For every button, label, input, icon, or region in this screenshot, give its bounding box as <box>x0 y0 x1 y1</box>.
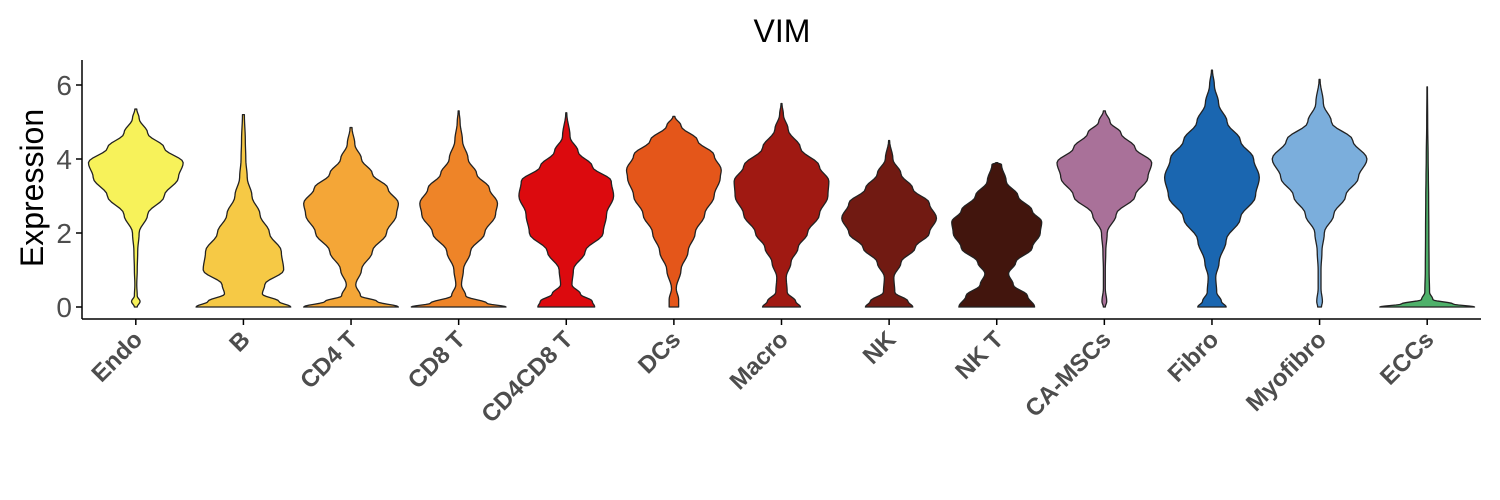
x-tick-label: B <box>224 326 255 357</box>
x-tick-label: CD4 T <box>295 326 363 394</box>
violin-dcs <box>625 115 722 308</box>
x-tick-label: CD4CD8 T <box>476 326 578 428</box>
x-tick-label: CA-MSCs <box>1020 326 1116 422</box>
chart-title: VIM <box>754 13 811 49</box>
y-axis-ticks: 0 2 4 6 <box>56 70 82 323</box>
y-axis-label: Expression <box>14 109 50 267</box>
violin-cd4-t <box>303 126 400 308</box>
violin-cd8-t <box>410 110 507 308</box>
x-tick-label: Endo <box>87 326 149 388</box>
y-tick-label: 6 <box>56 70 72 101</box>
y-tick-label: 4 <box>56 144 72 175</box>
x-tick-label: NK T <box>950 326 1009 385</box>
x-tick-label: Macro <box>725 326 794 395</box>
violin-layer <box>87 69 1476 308</box>
x-tick-label: ECCs <box>1375 326 1439 390</box>
violin-b <box>195 113 292 308</box>
x-tick-label: CD8 T <box>403 326 471 394</box>
y-tick-label: 2 <box>56 218 72 249</box>
x-tick-label: Myofibro <box>1241 326 1332 417</box>
y-tick-label: 0 <box>56 292 72 323</box>
violin-eccs <box>1379 86 1476 308</box>
violin-endo <box>87 108 184 308</box>
violin-macro <box>733 102 830 308</box>
violin-cd4cd8-t <box>518 112 615 308</box>
x-tick-label: NK <box>858 326 902 370</box>
violin-fibro <box>1163 69 1260 308</box>
x-tick-label: DCs <box>633 326 686 379</box>
violin-myofibro <box>1271 78 1368 308</box>
violin-nk <box>841 139 938 308</box>
x-axis-ticks: Endo B CD4 T CD8 T CD4CD8 T DCs Macro NK NK T CA-… <box>87 319 1439 428</box>
violin-ca-mscs <box>1056 110 1153 308</box>
violin-nk-t <box>951 162 1043 308</box>
x-tick-label: Fibro <box>1163 326 1225 388</box>
